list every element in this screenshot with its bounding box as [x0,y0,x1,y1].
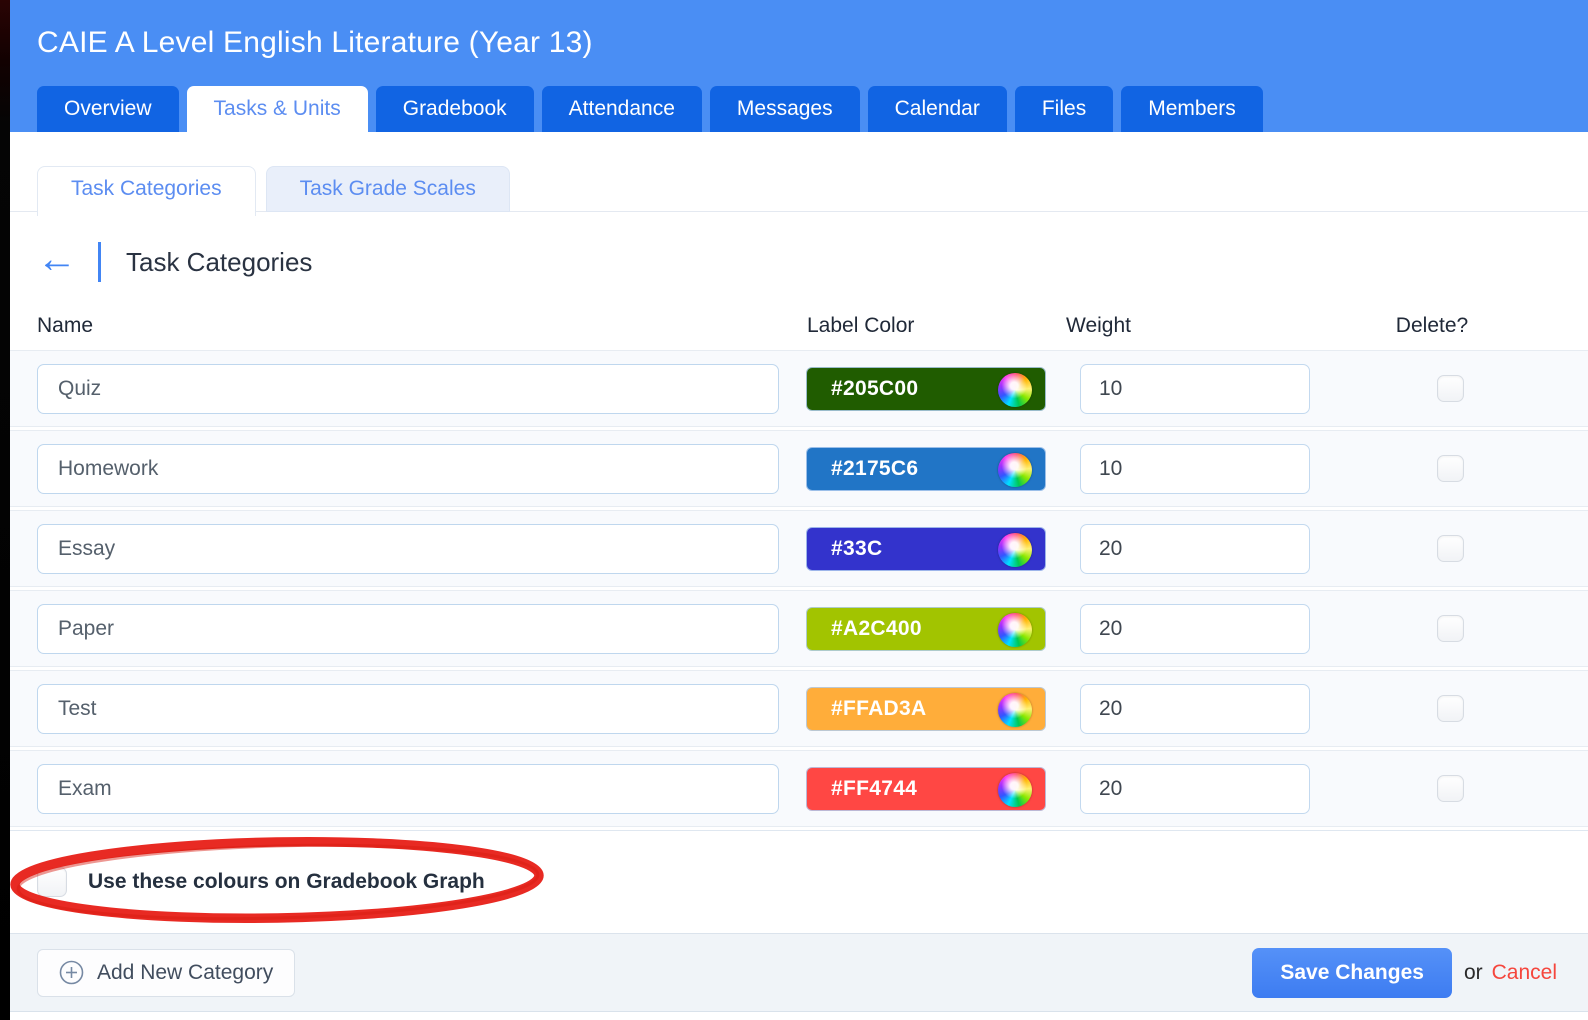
page-head: ← Task Categories [37,237,1588,284]
color-swatch[interactable]: #FF4744 [806,766,1046,811]
delete-cell [1380,775,1520,802]
weight-input[interactable] [1080,443,1310,494]
color-wheel-icon[interactable] [998,452,1032,487]
or-text: or [1463,960,1483,984]
add-new-category-label: Add New Category [97,960,274,984]
color-wheel-icon[interactable] [998,372,1032,407]
color-swatch[interactable]: #33C [806,526,1046,571]
subtab-row: Task Categories Task Grade Scales [0,165,1588,216]
delete-cell [1380,695,1520,722]
use-colours-label: Use these colours on Gradebook Graph [88,870,485,893]
table-row: #FFAD3A [0,670,1588,747]
weight-input[interactable] [1080,763,1310,814]
color-hex-label: #2175C6 [831,456,919,480]
subtab-task-categories[interactable]: Task Categories [37,166,256,216]
tab-overview[interactable]: Overview [37,86,179,132]
category-name-input[interactable] [37,683,779,734]
tab-gradebook[interactable]: Gradebook [375,86,534,132]
subtab-task-grade-scales[interactable]: Task Grade Scales [265,166,510,212]
subtab-divider [0,211,1588,212]
tab-messages[interactable]: Messages [709,86,860,132]
color-wheel-icon[interactable] [998,692,1032,727]
color-wheel-icon[interactable] [998,612,1032,647]
category-name-input[interactable] [37,363,779,414]
weight-input[interactable] [1080,683,1310,734]
color-hex-label: #A2C400 [831,616,922,640]
form-footer: Add New Category Save Changes or Cancel [0,933,1588,1012]
color-swatch[interactable]: #205C00 [806,366,1046,411]
delete-checkbox[interactable] [1436,615,1464,642]
page-title: Task Categories [126,246,313,277]
tab-members[interactable]: Members [1121,86,1263,132]
secondary-tabs: Task Categories Task Grade Scales [37,166,510,216]
category-rows: #205C00 #2175C6 #33C [0,350,1588,827]
delete-cell [1380,455,1520,482]
tab-attendance[interactable]: Attendance [541,86,702,132]
class-title: CAIE A Level English Literature (Year 13… [37,26,593,59]
category-name-input[interactable] [37,443,779,494]
circle-plus-icon [59,960,84,985]
color-hex-label: #33C [831,536,883,560]
tab-files[interactable]: Files [1014,86,1114,132]
weight-input[interactable] [1080,603,1310,654]
delete-cell [1380,535,1520,562]
delete-cell [1380,615,1520,642]
tab-calendar[interactable]: Calendar [867,86,1007,132]
cancel-link[interactable]: Cancel [1491,960,1557,984]
tab-tasks-units[interactable]: Tasks & Units [186,86,368,132]
table-row: #205C00 [0,350,1588,427]
color-wheel-icon[interactable] [998,772,1032,807]
table-row: #A2C400 [0,590,1588,667]
delete-checkbox[interactable] [1436,775,1464,802]
class-header: CAIE A Level English Literature (Year 13… [0,0,1588,132]
save-changes-button[interactable]: Save Changes [1252,947,1452,998]
category-name-input[interactable] [37,763,779,814]
color-swatch[interactable]: #A2C400 [806,606,1046,651]
table-row: #33C [0,510,1588,587]
category-name-input[interactable] [37,603,779,654]
table-row: #FF4744 [0,750,1588,827]
weight-input[interactable] [1080,363,1310,414]
color-hex-label: #FFAD3A [831,696,927,720]
delete-checkbox[interactable] [1436,455,1464,482]
primary-tabs: Overview Tasks & Units Gradebook Attendance… [37,86,1263,132]
color-hex-label: #205C00 [831,376,919,400]
color-swatch[interactable]: #2175C6 [806,446,1046,491]
table-header: Name Label Color Weight Delete? [0,308,1588,350]
color-swatch[interactable]: #FFAD3A [806,686,1046,731]
weight-input[interactable] [1080,523,1310,574]
category-name-input[interactable] [37,523,779,574]
delete-checkbox[interactable] [1436,535,1464,562]
footer-actions: Save Changes or Cancel [1252,947,1557,998]
column-header-color: Label Color [807,314,915,337]
screenshot-edge-artifact [0,0,10,1020]
add-new-category-button[interactable]: Add New Category [37,948,296,997]
use-colours-checkbox[interactable] [37,867,67,897]
delete-checkbox[interactable] [1436,695,1464,722]
column-header-delete: Delete? [1395,314,1469,337]
back-arrow-icon[interactable]: ← [37,237,77,281]
use-colours-row: Use these colours on Gradebook Graph [0,830,1588,933]
column-header-name: Name [37,314,94,337]
color-hex-label: #FF4744 [831,776,918,800]
heading-divider-bar [98,242,101,282]
color-wheel-icon[interactable] [998,532,1032,567]
delete-cell [1380,375,1520,402]
delete-checkbox[interactable] [1436,375,1464,402]
table-row: #2175C6 [0,430,1588,507]
column-header-weight: Weight [1066,314,1131,337]
